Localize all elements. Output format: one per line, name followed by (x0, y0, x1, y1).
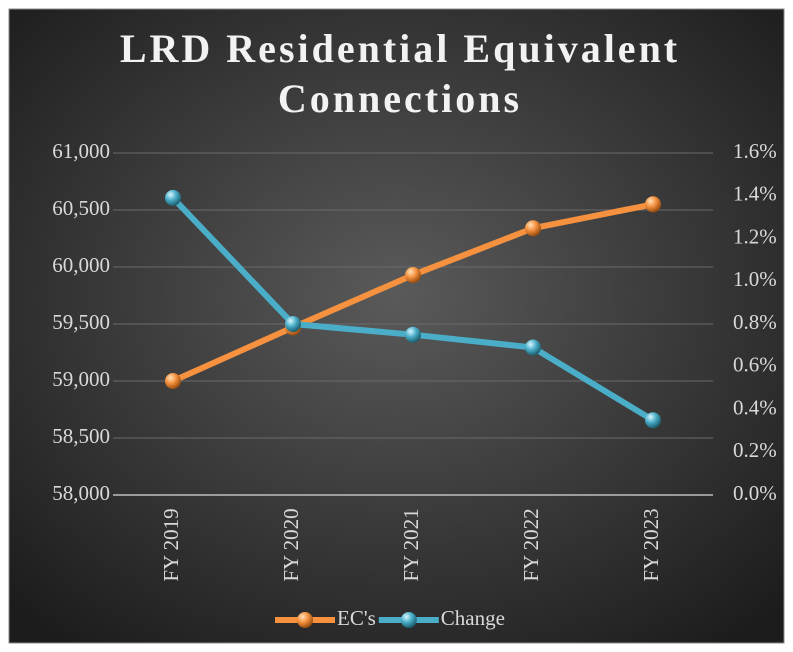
data-point (405, 266, 421, 283)
x-tick-label: FY 2022 (519, 508, 543, 581)
y2-tick-label: 1.0% (733, 267, 777, 291)
y2-tick-label: 1.2% (733, 224, 777, 248)
data-point (165, 373, 181, 389)
y-tick-label: 59,000 (52, 367, 110, 391)
y2-tick-label: 0.4% (733, 395, 777, 419)
y2-tick-label: 0.2% (733, 438, 777, 462)
y-tick-label: 60,000 (52, 253, 110, 277)
y2-tick-label: 1.4% (733, 182, 777, 206)
y-tick-label: 60,500 (52, 196, 110, 220)
data-point (525, 339, 541, 356)
chart-background (8, 8, 785, 644)
legend-label: Change (441, 606, 505, 630)
data-point (405, 326, 421, 343)
y-tick-label: 59,500 (52, 310, 110, 334)
chart-title: LRD Residential Equivalent Connections (119, 26, 681, 121)
legend-marker (400, 612, 417, 628)
legend-marker (297, 612, 313, 628)
data-point (645, 412, 661, 429)
y-tick-label: 61,000 (52, 139, 110, 163)
data-point (525, 220, 541, 237)
data-point (285, 316, 301, 332)
x-tick-label: FY 2019 (159, 508, 183, 581)
data-point (165, 189, 181, 206)
x-tick-label: FY 2023 (639, 508, 663, 581)
x-tick-label: FY 2021 (399, 508, 423, 581)
x-tick-label: FY 2020 (279, 508, 303, 581)
legend-label: EC's (337, 606, 376, 630)
y2-tick-label: 1.6% (733, 139, 777, 163)
y2-tick-label: 0.6% (733, 353, 777, 377)
y-tick-label: 58,500 (52, 424, 110, 448)
y-tick-label: 58,000 (52, 481, 110, 505)
y2-tick-label: 0.8% (733, 310, 777, 334)
data-point (645, 196, 661, 213)
y2-tick-label: 0.0% (733, 481, 777, 505)
